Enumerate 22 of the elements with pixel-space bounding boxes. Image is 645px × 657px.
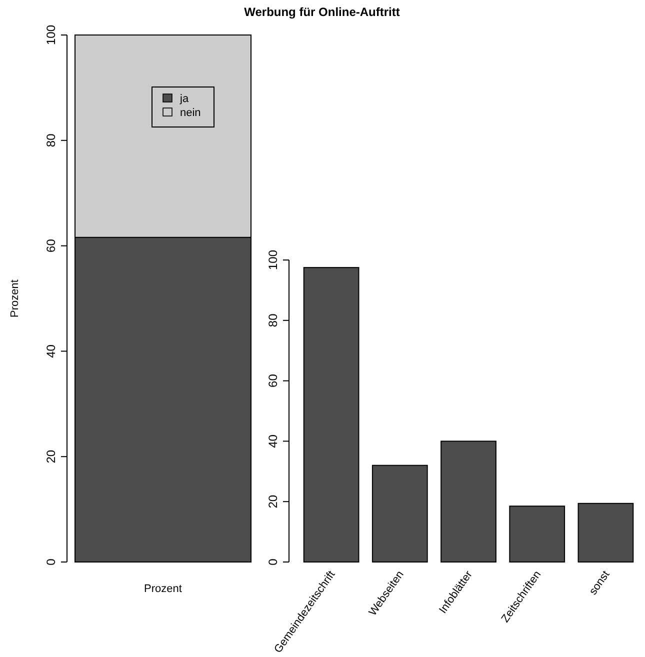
y-axis-title: Prozent (9, 280, 21, 318)
y-tick-label: 0 (266, 558, 280, 566)
bar (303, 267, 360, 562)
legend-label: ja (179, 93, 190, 105)
bar (509, 506, 566, 562)
bar (578, 502, 634, 562)
y-tick-label: 100 (266, 250, 280, 270)
y-tick-label: 20 (44, 450, 58, 464)
legend-label: nein (180, 107, 201, 119)
y-tick-label: 20 (266, 494, 280, 508)
text: Werbung für Online-Auftritt (244, 5, 400, 19)
bar (372, 464, 428, 562)
y-tick-label: 100 (44, 24, 58, 46)
y-tick-label: 40 (44, 344, 58, 358)
y-tick-label: 80 (266, 313, 280, 328)
y-tick-label: 0 (44, 558, 58, 566)
y-tick-label: 60 (266, 374, 280, 388)
y-tick-label: 60 (44, 238, 58, 252)
y-tick-label: 80 (44, 133, 58, 148)
x-tick-label: Prozent (144, 583, 182, 595)
bar (440, 440, 496, 562)
y-tick-label: 40 (266, 434, 280, 448)
